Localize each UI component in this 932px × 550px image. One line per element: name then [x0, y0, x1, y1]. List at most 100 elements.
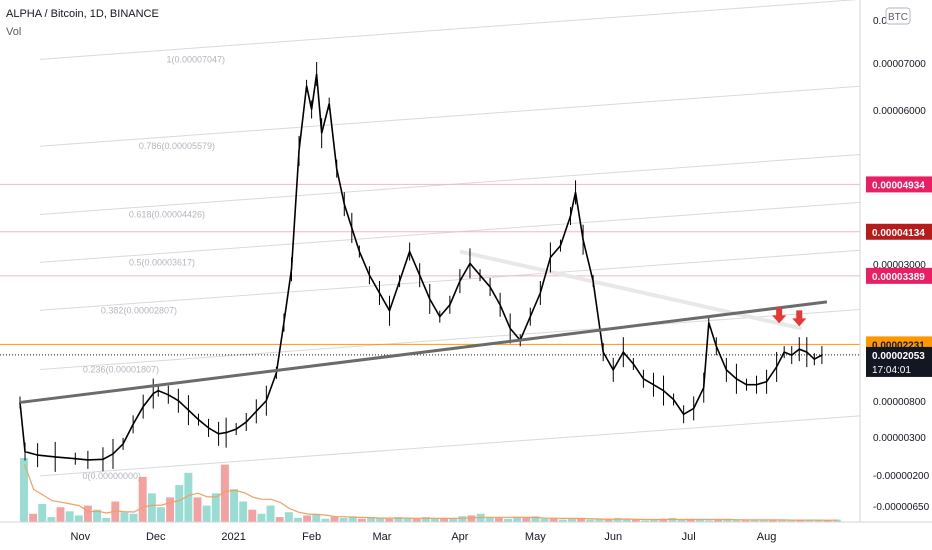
volume-bar — [832, 519, 841, 522]
volume-bar — [714, 519, 723, 522]
volume-bar — [586, 519, 595, 522]
x-axis-tick-label: Jul — [682, 531, 696, 543]
descending-resistance-line — [459, 249, 803, 331]
volume-bar — [120, 512, 129, 522]
volume-bar — [294, 517, 302, 522]
x-axis-tick-label: 2021 — [221, 531, 245, 543]
fib-level-line — [39, 201, 861, 263]
ascending-trendline[interactable] — [19, 300, 828, 404]
volume-bar — [677, 519, 686, 522]
volume-bar — [668, 517, 677, 522]
volume-bar — [412, 518, 421, 522]
volume-bar — [357, 518, 366, 522]
volume-bar — [568, 518, 576, 522]
volume-bar — [102, 517, 111, 522]
volume-bar — [504, 518, 512, 522]
volume-bar — [111, 501, 120, 522]
volume-bar — [595, 518, 604, 522]
price-level-badge — [866, 176, 932, 193]
volume-bar — [367, 517, 375, 522]
currency-badge[interactable] — [885, 7, 911, 25]
volume-bar — [431, 517, 439, 522]
volume-bar — [778, 519, 786, 522]
fib-level-label: 0.786(0.00005579) — [139, 141, 215, 151]
volume-bar — [275, 517, 284, 522]
down-arrow-marker — [792, 310, 807, 327]
volume-bar — [65, 511, 74, 522]
volume-bar — [823, 520, 832, 522]
volume-bar — [239, 501, 248, 522]
price-level-badge — [866, 267, 932, 284]
y-axis-tick-label: 0.00000800 — [873, 397, 926, 408]
volume-bar — [449, 517, 458, 522]
volume-bar — [403, 517, 412, 522]
volume-bar — [321, 518, 330, 522]
bar-countdown-label: 17:04:01 — [872, 365, 911, 376]
volume-bar — [805, 520, 814, 522]
volume-bar — [421, 517, 430, 522]
volume-bar — [686, 518, 695, 522]
price-level-badge-label: 0.00003389 — [872, 272, 925, 283]
volume-bar — [138, 476, 147, 522]
fib-level-label: 0.5(0.00003617) — [129, 257, 195, 267]
y-axis-tick-label: 0.00003000 — [873, 260, 926, 271]
volume-bar — [522, 517, 531, 522]
y-axis-tick-label: -0.00000650 — [873, 502, 930, 513]
volume-bar — [74, 515, 83, 522]
volume-bar — [266, 505, 275, 522]
volume-bar — [732, 519, 741, 522]
volume-bar — [29, 513, 38, 522]
down-arrow-marker — [772, 307, 787, 324]
x-axis-tick-label: Jun — [604, 531, 622, 543]
y-axis-tick-label: -0.00000200 — [873, 471, 930, 482]
x-axis-tick-label: Mar — [373, 531, 392, 543]
volume-bar — [38, 503, 47, 522]
x-axis-tick-label: May — [525, 531, 546, 543]
volume-bar — [348, 516, 357, 522]
price-level-badge — [866, 223, 932, 240]
volume-bar — [485, 517, 494, 522]
volume-bar — [796, 519, 805, 522]
volume-bar — [211, 493, 220, 522]
volume-bar — [467, 515, 476, 522]
x-axis-tick-label: Apr — [451, 531, 468, 543]
volume-bar — [175, 485, 184, 522]
volume-bar — [549, 517, 558, 522]
volume-bar — [759, 519, 768, 522]
volume-bar — [622, 518, 631, 522]
volume-bar — [814, 519, 823, 522]
volume-bar — [540, 518, 549, 522]
volume-bar — [20, 458, 28, 522]
volume-bar — [787, 520, 796, 522]
volume-bar — [284, 512, 293, 522]
volume-bar — [695, 519, 704, 522]
volume-bar — [248, 509, 257, 522]
volume-bar — [376, 517, 385, 522]
current-price-badge — [866, 346, 932, 377]
volume-bar — [147, 493, 156, 522]
volume-bar — [650, 519, 659, 522]
fib-level-line — [39, 249, 861, 311]
fib-level-label: 0(0.00000000) — [82, 471, 141, 481]
volume-bar — [750, 519, 759, 522]
volume-bar — [385, 518, 394, 522]
volume-bar — [641, 520, 649, 522]
x-axis-tick-label: Nov — [71, 531, 91, 543]
volume-bar — [303, 515, 312, 522]
price-series-line[interactable] — [19, 73, 823, 461]
volume-bar — [577, 517, 586, 522]
volume-moving-average — [24, 464, 838, 521]
volume-bar — [330, 517, 339, 522]
volume-bar — [531, 516, 540, 522]
volume-bar — [93, 509, 101, 522]
volume-bar — [47, 517, 56, 522]
volume-bar — [193, 497, 202, 522]
price-level-badge-label: 0.00004934 — [872, 180, 925, 191]
volume-bar — [705, 520, 713, 522]
volume-bar — [558, 519, 567, 522]
volume-indicator-label[interactable]: Vol — [6, 26, 22, 38]
volume-bar — [56, 507, 65, 522]
volume-bar — [184, 472, 193, 522]
x-axis-tick-label: Dec — [146, 531, 166, 543]
